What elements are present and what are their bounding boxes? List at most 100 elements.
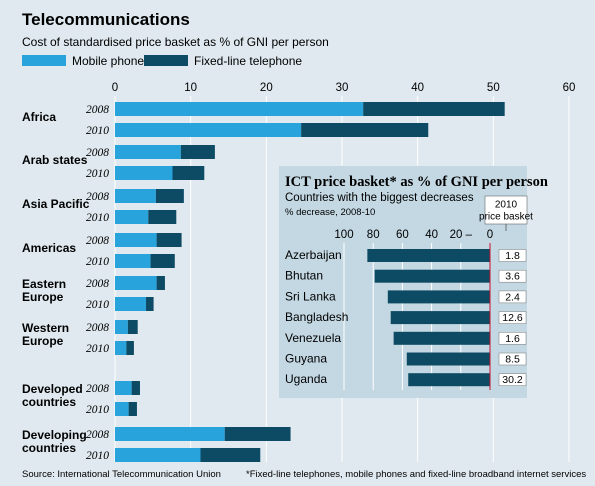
bar-fixed-developed-countries-2010 xyxy=(128,402,137,416)
inset-x-tick-label: 60 xyxy=(396,229,409,241)
bar-fixed-western-europe-2008 xyxy=(127,320,138,334)
group-label-developing-countries: Developing xyxy=(22,428,87,442)
bar-mobile-developed-countries-2010 xyxy=(115,402,129,416)
bar-fixed-arab-states-2008 xyxy=(180,145,215,159)
inset-value-header-box xyxy=(484,195,528,225)
inset-value-box-guyana xyxy=(498,352,527,366)
bar-mobile-americas-2010 xyxy=(115,254,151,268)
year-label: 2010 xyxy=(86,168,109,180)
group-label-asia-pacific: Asia Pacific xyxy=(22,197,90,211)
year-label: 2008 xyxy=(86,104,109,116)
inset-value-venezuela: 1.6 xyxy=(505,333,520,345)
legend-label-fixed: Fixed-line telephone xyxy=(194,54,302,68)
group-label-western-europe: Europe xyxy=(22,334,64,348)
bar-mobile-africa-2008 xyxy=(115,102,364,116)
bar-mobile-developing-countries-2008 xyxy=(115,427,225,441)
inset-value-azerbaijan: 1.8 xyxy=(505,250,520,262)
inset-x-tick-label: 40 xyxy=(425,229,438,241)
inset-value-box-azerbaijan xyxy=(498,249,527,262)
bar-mobile-eastern-europe-2010 xyxy=(115,297,147,311)
inset-title: ICT price basket* as % of GNI per person xyxy=(285,174,548,190)
inset-x-tick-label: 100 xyxy=(334,229,353,241)
inset-country-azerbaijan: Azerbaijan xyxy=(285,248,342,262)
main-x-tick-label: 40 xyxy=(411,82,424,94)
year-label: 2008 xyxy=(86,235,109,247)
bar-mobile-developed-countries-2008 xyxy=(115,381,132,395)
inset-value-box-venezuela xyxy=(498,332,527,345)
year-label: 2010 xyxy=(86,212,109,224)
group-label-western-europe: Western xyxy=(22,321,69,335)
year-label: 2010 xyxy=(86,404,109,416)
inset-bar-uganda xyxy=(408,373,490,387)
year-label: 2008 xyxy=(86,383,109,395)
bar-fixed-arab-states-2010 xyxy=(172,166,205,180)
bar-fixed-americas-2008 xyxy=(156,233,182,247)
inset-country-bhutan: Bhutan xyxy=(285,269,323,283)
inset-x-tick-label: 80 xyxy=(367,229,380,241)
bar-fixed-developed-countries-2008 xyxy=(131,381,140,395)
legend-swatch-mobile xyxy=(22,55,66,66)
inset-x-axis: 100 80 60 40 20 – 0 xyxy=(334,229,493,241)
inset-value-box-sri-lanka xyxy=(498,290,527,304)
main-x-tick-label: 20 xyxy=(260,82,273,94)
inset-bar-azerbaijan xyxy=(367,249,490,262)
year-label: 2010 xyxy=(86,256,109,268)
group-label-arab-states: Arab states xyxy=(22,153,88,167)
inset-bars: Azerbaijan 1.8 Bhutan 3.6 Sri Lanka 2.4 Bangla… xyxy=(285,248,527,387)
legend-label-mobile: Mobile phone xyxy=(72,54,144,68)
bar-mobile-africa-2010 xyxy=(115,123,302,137)
inset-value-uganda: 30.2 xyxy=(502,374,523,386)
inset-bar-sri-lanka xyxy=(387,290,490,304)
main-bars xyxy=(115,102,505,462)
inset-value-header-line2: price basket xyxy=(479,212,533,223)
inset-country-uganda: Uganda xyxy=(285,372,327,386)
group-label-africa: Africa xyxy=(22,110,56,124)
inset-bar-venezuela xyxy=(393,331,490,345)
bar-fixed-africa-2010 xyxy=(301,123,429,137)
inset-bar-guyana xyxy=(406,352,490,366)
main-x-axis: 0 10 20 30 40 50 60 xyxy=(112,82,576,94)
inset-country-sri-lanka: Sri Lanka xyxy=(285,289,336,303)
inset-value-box-uganda xyxy=(498,373,527,386)
inset-value-guyana: 8.5 xyxy=(505,354,520,366)
bar-fixed-africa-2008 xyxy=(363,102,505,116)
inset-country-venezuela: Venezuela xyxy=(285,331,341,345)
inset-country-guyana: Guyana xyxy=(285,352,327,366)
year-label: 2008 xyxy=(86,278,109,290)
group-label-developed-countries: Developed xyxy=(22,382,83,396)
inset-bar-bhutan xyxy=(374,269,490,283)
legend: Mobile phone Fixed-line telephone xyxy=(22,54,302,68)
main-x-tick-label: 30 xyxy=(336,82,349,94)
bar-fixed-asia-pacific-2010 xyxy=(148,210,177,224)
inset-bar-bangladesh xyxy=(390,311,490,325)
group-label-eastern-europe: Eastern xyxy=(22,277,66,291)
main-x-tick-label: 10 xyxy=(184,82,197,94)
bar-fixed-eastern-europe-2010 xyxy=(146,297,154,311)
year-label: 2010 xyxy=(86,125,109,137)
main-x-tick-label: 60 xyxy=(563,82,576,94)
year-label: 2008 xyxy=(86,147,109,159)
bar-fixed-americas-2010 xyxy=(150,254,175,268)
source-note: Source: International Telecommunication … xyxy=(22,469,221,480)
legend-swatch-fixed xyxy=(144,55,188,66)
group-label-developed-countries: countries xyxy=(22,395,76,409)
bar-mobile-asia-pacific-2010 xyxy=(115,210,149,224)
bar-fixed-developing-countries-2010 xyxy=(200,448,261,462)
bar-mobile-eastern-europe-2008 xyxy=(115,276,157,290)
bar-mobile-arab-states-2010 xyxy=(115,166,173,180)
main-x-tick-label: 0 xyxy=(112,82,118,94)
year-label: 2010 xyxy=(86,450,109,462)
year-label: 2008 xyxy=(86,322,109,334)
inset-x-tick-label: 20 – xyxy=(450,229,473,241)
inset-panel: ICT price basket* as % of GNI per person… xyxy=(279,166,548,398)
inset-value-sri-lanka: 2.4 xyxy=(505,291,520,303)
main-x-tick-label: 50 xyxy=(487,82,500,94)
bar-mobile-asia-pacific-2008 xyxy=(115,189,156,203)
bar-mobile-americas-2008 xyxy=(115,233,157,247)
year-label: 2010 xyxy=(86,343,109,355)
year-label: 2010 xyxy=(86,299,109,311)
bar-mobile-western-europe-2010 xyxy=(115,341,127,355)
chart-subtitle: Cost of standardised price basket as % o… xyxy=(22,35,329,49)
